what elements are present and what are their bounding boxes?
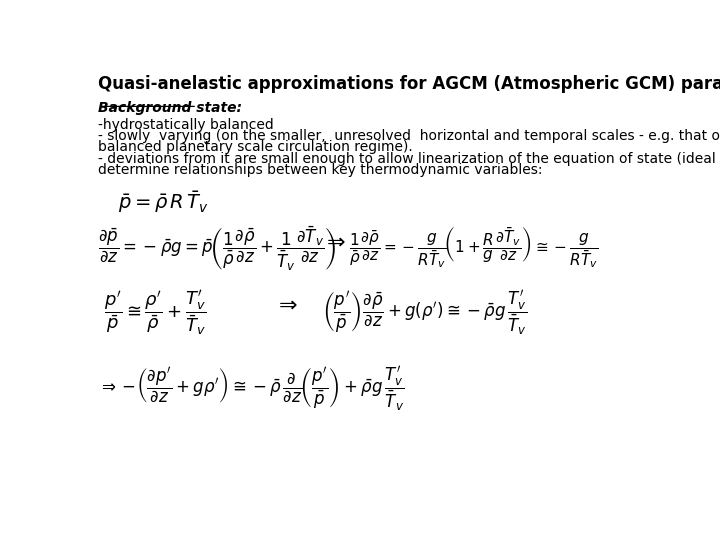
- Text: $\Rightarrow$: $\Rightarrow$: [322, 232, 346, 252]
- Text: $\bar{p} = \bar{\rho}\, R\, \bar{T}_v$: $\bar{p} = \bar{\rho}\, R\, \bar{T}_v$: [118, 190, 209, 215]
- Text: $\dfrac{\partial \bar{p}}{\partial z} = -\bar{\rho}g = \bar{p}\!\left(\dfrac{1}{: $\dfrac{\partial \bar{p}}{\partial z} = …: [99, 225, 337, 273]
- Text: $\dfrac{1}{\bar{\rho}}\dfrac{\partial \bar{\rho}}{\partial z} = -\dfrac{g}{R\bar: $\dfrac{1}{\bar{\rho}}\dfrac{\partial \b…: [349, 225, 599, 269]
- Text: balanced planetary scale circulation regime).: balanced planetary scale circulation reg…: [99, 140, 413, 154]
- Text: $\Rightarrow -\!\left(\dfrac{\partial p'}{\partial z} + g\rho'\right) \cong -\ba: $\Rightarrow -\!\left(\dfrac{\partial p'…: [99, 364, 405, 413]
- Text: determine relationships between key thermodynamic variables:: determine relationships between key ther…: [99, 163, 543, 177]
- Text: Quasi-anelastic approximations for AGCM (Atmospheric GCM) parameterization: Quasi-anelastic approximations for AGCM …: [99, 75, 720, 93]
- Text: - slowly  varying (on the smaller,  unresolved  horizontal and temporal scales -: - slowly varying (on the smaller, unreso…: [99, 129, 720, 143]
- Text: $\dfrac{p'}{\bar{p}} \cong \dfrac{\rho'}{\bar{\rho}} + \dfrac{T_v'}{\bar{T}_v}$: $\dfrac{p'}{\bar{p}} \cong \dfrac{\rho'}…: [104, 288, 206, 338]
- Text: Background state:: Background state:: [99, 102, 243, 116]
- Text: - deviations from it are small enough to allow linearization of the equation of : - deviations from it are small enough to…: [99, 152, 720, 166]
- Text: $\left(\dfrac{p'}{\bar{p}}\right)\dfrac{\partial \bar{\rho}}{\partial z} + g(\rh: $\left(\dfrac{p'}{\bar{p}}\right)\dfrac{…: [322, 288, 527, 337]
- Text: $\Rightarrow$: $\Rightarrow$: [274, 295, 298, 315]
- Text: -hydrostatically balanced: -hydrostatically balanced: [99, 118, 274, 132]
